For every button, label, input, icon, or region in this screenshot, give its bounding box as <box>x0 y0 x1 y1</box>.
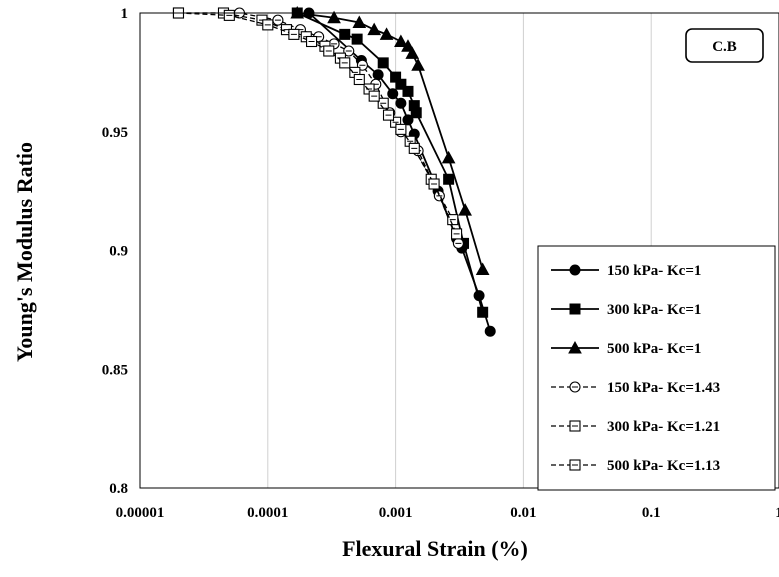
series-2-point-6 <box>402 85 414 97</box>
x-tick-label-1: 0.0001 <box>247 505 288 521</box>
series-3-point-8 <box>411 58 425 71</box>
legend-item-6-label: 500 kPa- Kc=1.13 <box>607 458 720 474</box>
series-2-point-9 <box>443 173 455 185</box>
series-6-line <box>178 12 458 235</box>
series-3-point-5 <box>394 34 408 47</box>
series-1 <box>303 7 496 337</box>
legend-item-4-label: 150 kPa- Kc=1.43 <box>607 380 720 396</box>
y-tick-label-0: 0.8 <box>109 481 128 497</box>
legend-item-2-label: 300 kPa- Kc=1 <box>607 302 701 318</box>
legend-item-1-marker <box>569 264 581 276</box>
series-4 <box>172 7 464 249</box>
y-tick-label-2: 0.9 <box>109 244 128 260</box>
legend-item-2: 300 kPa- Kc=1 <box>551 302 701 318</box>
series-1-point-4 <box>395 97 407 109</box>
legend-item-6: 500 kPa- Kc=1.13 <box>551 458 720 474</box>
series-2-point-3 <box>377 57 389 69</box>
x-axis-title: Flexural Strain (%) <box>342 536 528 561</box>
series-3 <box>290 5 490 275</box>
legend-item-3: 500 kPa- Kc=1 <box>551 340 701 357</box>
series-2-point-8 <box>410 107 422 119</box>
y-tick-label-1: 0.85 <box>102 362 128 378</box>
series-1-point-3 <box>387 88 399 100</box>
series-1-point-2 <box>372 69 384 81</box>
chart-tag-box <box>685 28 764 63</box>
series-3-point-6 <box>401 39 415 52</box>
chart-tag-label: C.B <box>712 39 737 55</box>
series-3-point-10 <box>458 203 472 216</box>
series-4-line <box>178 12 459 244</box>
series-3-point-4 <box>379 27 394 40</box>
x-tick-label-2: 0.001 <box>379 505 413 521</box>
series-2-point-5 <box>395 78 407 90</box>
series-3-point-11 <box>475 262 490 275</box>
y-tick-labels: 0.8 0.85 0.9 0.95 1 <box>102 6 128 497</box>
series-1-point-5 <box>402 114 414 126</box>
series-3-point-1 <box>327 10 341 24</box>
x-tick-label-4: 0.1 <box>642 505 661 521</box>
x-tick-labels: 0.00001 0.0001 0.001 0.01 0.1 1 <box>116 505 779 521</box>
legend-item-3-label: 500 kPa- Kc=1 <box>607 341 701 357</box>
legend-item-2-marker <box>569 303 581 315</box>
series-2-point-2 <box>351 33 363 45</box>
legend: 150 kPa- Kc=1 300 kPa- Kc=1 500 kPa- Kc=1 1… <box>537 245 776 491</box>
y-axis-title: Young's Modulus Ratio <box>12 142 37 362</box>
x-tick-label-0: 0.00001 <box>116 505 165 521</box>
x-tick-label-3: 0.01 <box>510 505 536 521</box>
series-6 <box>172 7 463 240</box>
series-3-point-9 <box>441 150 456 164</box>
y-tick-label-4: 1 <box>121 6 129 22</box>
x-tick-label-5: 1 <box>775 505 779 521</box>
series-3-point-7 <box>405 46 420 59</box>
series-2-point-1 <box>339 28 351 40</box>
legend-item-1-label: 150 kPa- Kc=1 <box>607 263 701 279</box>
chart-tag: C.B <box>685 28 764 63</box>
legend-item-4: 150 kPa- Kc=1.43 <box>551 380 720 396</box>
series-3-point-3 <box>367 22 382 36</box>
legend-item-1: 150 kPa- Kc=1 <box>551 263 701 279</box>
series-2-point-11 <box>477 306 489 318</box>
series-2 <box>291 7 489 318</box>
plot-frame <box>139 12 779 489</box>
series-1-point-11 <box>484 325 496 337</box>
legend-item-5: 300 kPa- Kc=1.21 <box>551 419 720 435</box>
legend-item-3-marker <box>568 340 582 354</box>
legend-item-5-label: 300 kPa- Kc=1.21 <box>607 419 720 435</box>
series-layer <box>172 5 496 337</box>
series-3-point-2 <box>352 15 367 28</box>
y-tick-label-3: 0.95 <box>102 125 128 141</box>
legend-box <box>537 245 776 491</box>
